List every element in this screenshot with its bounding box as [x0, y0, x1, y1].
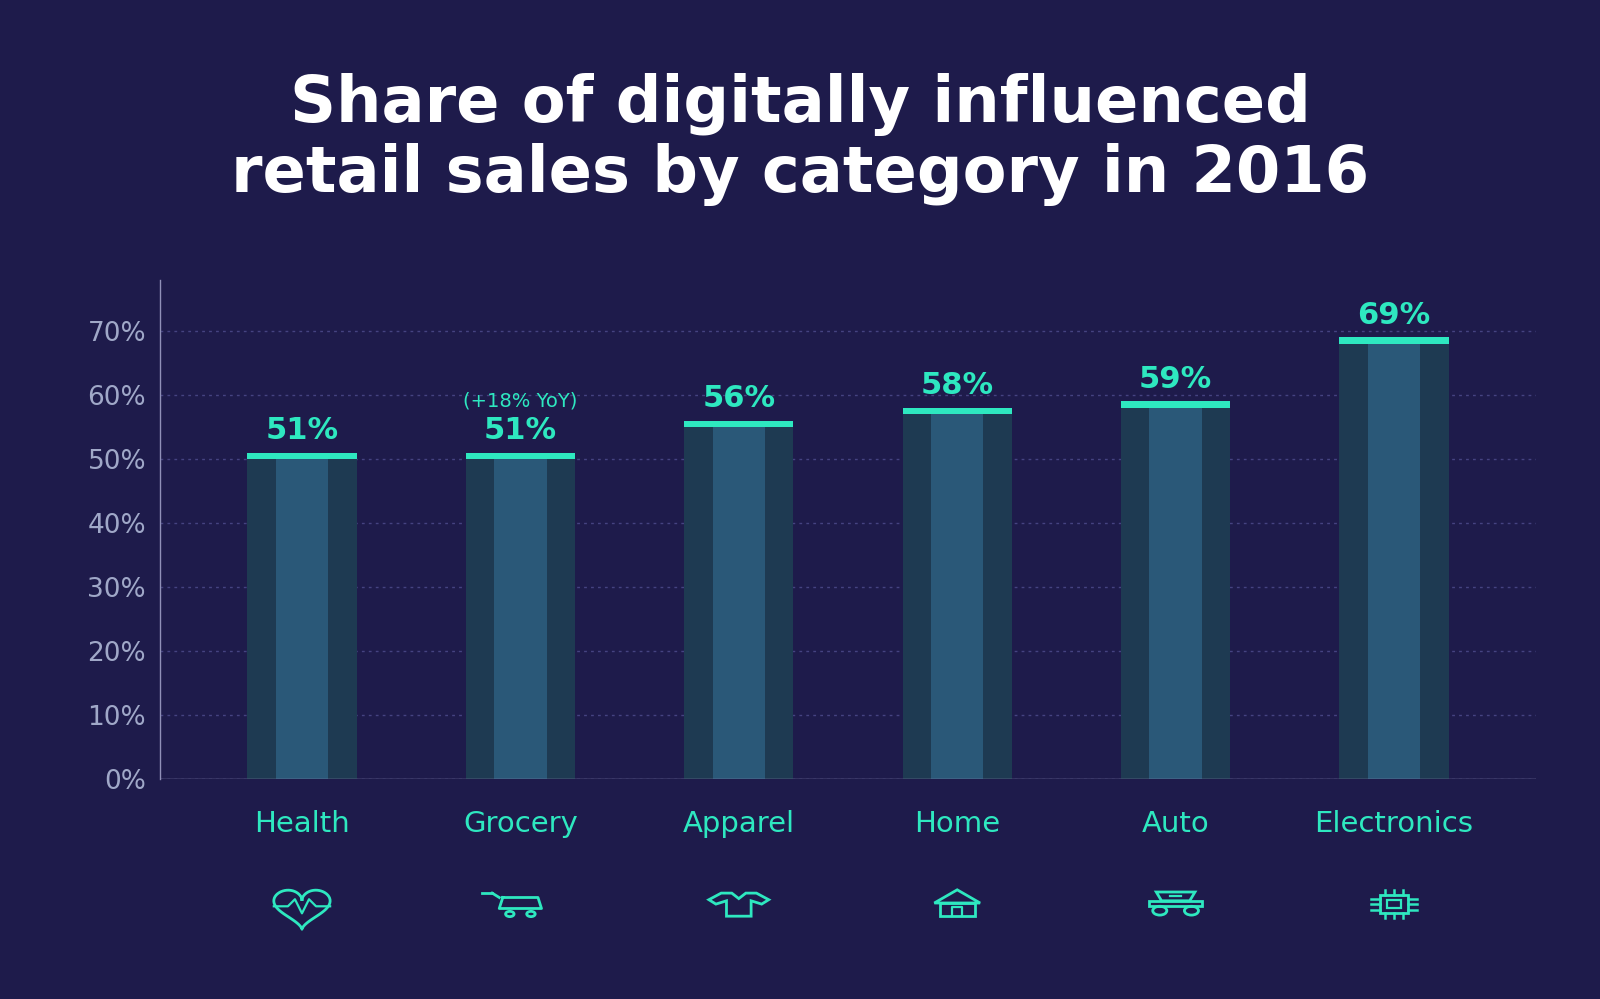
Bar: [275, 453, 328, 779]
Text: Apparel: Apparel: [683, 810, 795, 838]
Bar: [248, 453, 357, 779]
Text: 69%: 69%: [1357, 301, 1430, 330]
Text: 51%: 51%: [266, 416, 339, 445]
Text: 58%: 58%: [920, 371, 994, 401]
Text: Grocery: Grocery: [462, 810, 578, 838]
Bar: [902, 408, 1011, 779]
Bar: [1122, 402, 1230, 779]
Text: (+18% YoY): (+18% YoY): [462, 392, 578, 411]
Bar: [466, 453, 574, 459]
Bar: [931, 408, 984, 779]
Text: retail sales by category in 2016: retail sales by category in 2016: [230, 143, 1370, 207]
Bar: [1149, 402, 1202, 779]
Text: 59%: 59%: [1139, 365, 1213, 394]
Bar: [902, 408, 1011, 415]
Bar: [685, 421, 794, 427]
Bar: [685, 421, 794, 779]
Bar: [1368, 338, 1421, 779]
Text: Home: Home: [914, 810, 1000, 838]
Bar: [494, 453, 547, 779]
Text: 51%: 51%: [483, 416, 557, 445]
Text: 56%: 56%: [702, 384, 776, 413]
Text: Electronics: Electronics: [1315, 810, 1474, 838]
Text: Share of digitally influenced: Share of digitally influenced: [290, 73, 1310, 137]
Text: Auto: Auto: [1142, 810, 1210, 838]
Bar: [1339, 338, 1448, 779]
Bar: [712, 421, 765, 779]
Bar: [248, 453, 357, 459]
Text: Health: Health: [254, 810, 350, 838]
Bar: [466, 453, 574, 779]
Bar: [1339, 338, 1448, 344]
Bar: [1122, 402, 1230, 408]
